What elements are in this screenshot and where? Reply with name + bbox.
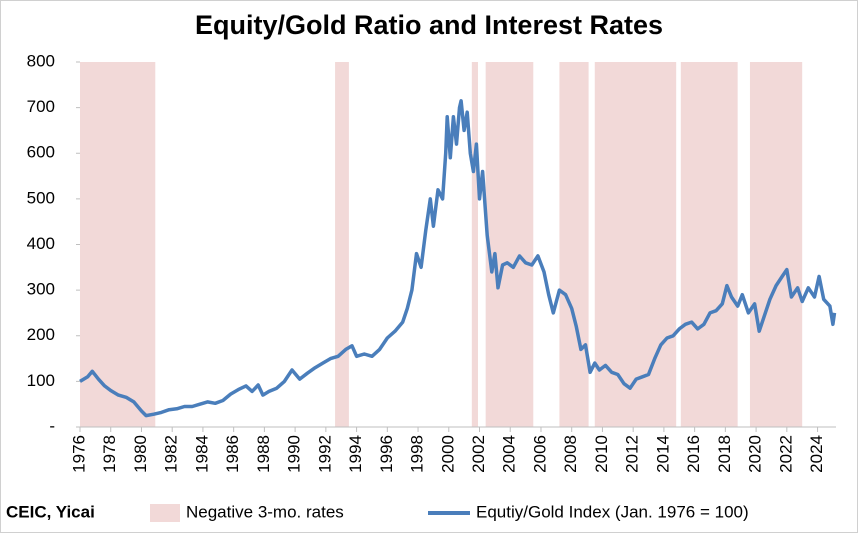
y-tick-label: 600	[27, 143, 55, 162]
legend-label: Equtiy/Gold Index (Jan. 1976 = 100)	[476, 502, 749, 521]
x-tick-label: 2016	[684, 435, 703, 473]
shaded-period	[594, 62, 677, 427]
legend-label: Negative 3-mo. rates	[186, 502, 344, 521]
x-tick-label: 2002	[469, 435, 488, 473]
x-tick-label: 2010	[592, 435, 611, 473]
y-tick-label: 500	[27, 188, 55, 207]
y-tick-label: 300	[27, 280, 55, 299]
legend-swatch	[150, 504, 180, 522]
chart-title: Equity/Gold Ratio and Interest Rates	[195, 10, 663, 40]
y-tick-label: -	[49, 416, 55, 435]
shaded-period	[335, 62, 349, 427]
x-tick-label: 1992	[315, 435, 334, 473]
x-tick-label: 1982	[162, 435, 181, 473]
x-tick-label: 2012	[623, 435, 642, 473]
x-tick-label: 1996	[377, 435, 396, 473]
x-tick-label: 2004	[500, 435, 519, 473]
x-tick-label: 1980	[131, 435, 150, 473]
x-tick-label: 1978	[100, 435, 119, 473]
shaded-period	[485, 62, 534, 427]
x-tick-label: 2020	[746, 435, 765, 473]
source-note: CEIC, Yicai	[6, 502, 95, 521]
y-tick-label: 100	[27, 371, 55, 390]
x-tick-label: 2024	[807, 435, 826, 473]
x-tick-label: 2008	[561, 435, 580, 473]
y-tick-label: 700	[27, 97, 55, 116]
shaded-period	[559, 62, 589, 427]
y-tick-label: 200	[27, 325, 55, 344]
shaded-period	[80, 62, 156, 427]
shaded-period	[471, 62, 478, 427]
x-tick-label: 2006	[530, 435, 549, 473]
shaded-period	[680, 62, 738, 427]
shaded-period	[749, 62, 803, 427]
x-tick-label: 1984	[192, 435, 211, 473]
x-tick-label: 1990	[285, 435, 304, 473]
x-tick-label: 1976	[69, 435, 88, 473]
x-tick-label: 1988	[254, 435, 273, 473]
x-tick-label: 2000	[438, 435, 457, 473]
series-line	[79, 99, 837, 418]
x-tick-label: 2022	[776, 435, 795, 473]
x-tick-label: 1998	[408, 435, 427, 473]
x-tick-label: 2014	[653, 435, 672, 473]
x-tick-label: 1986	[223, 435, 242, 473]
x-tick-label: 2018	[715, 435, 734, 473]
y-tick-label: 400	[27, 234, 55, 253]
y-tick-label: 800	[27, 51, 55, 70]
x-tick-label: 1994	[346, 435, 365, 473]
